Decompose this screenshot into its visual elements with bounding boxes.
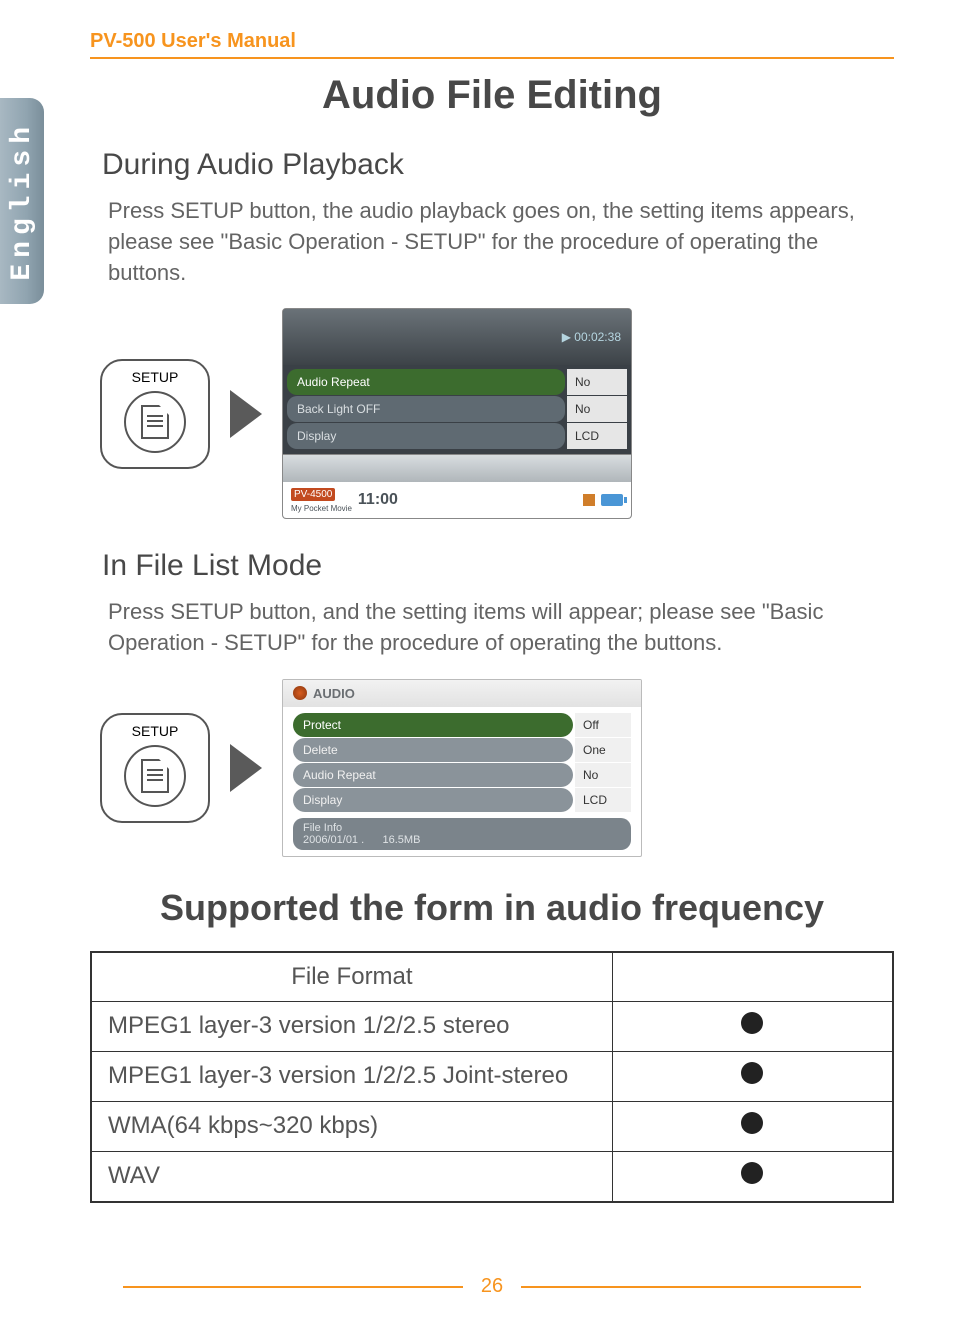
document-icon <box>141 405 169 439</box>
format-name: WAV <box>91 1151 612 1202</box>
table-row: MPEG1 layer-3 version 1/2/2.5 stereo <box>91 1001 893 1051</box>
screenshot-topbar: ▶ 00:02:38 <box>283 309 631 365</box>
section1-figure: SETUP ▶ 00:02:38 Audio Repeat No Back Li… <box>100 308 894 519</box>
menu-value: Off <box>575 713 631 737</box>
table-header: File Format <box>91 952 612 1002</box>
tab-label: AUDIO <box>313 686 355 701</box>
menu-row: Audio Repeat No <box>293 763 631 787</box>
menu-label: Protect <box>293 713 573 737</box>
main-content: PV-500 User's Manual Audio File Editing … <box>90 30 894 1203</box>
dot-icon <box>741 1062 763 1084</box>
manual-header: PV-500 User's Manual <box>90 30 894 59</box>
page-title: Audio File Editing <box>90 73 894 118</box>
setup-button-label: SETUP <box>132 723 179 739</box>
menu-row: Back Light OFF No <box>287 396 627 422</box>
file-info-box: File Info 2006/01/01 . 16.5MB <box>293 818 631 850</box>
file-info-title: File Info <box>303 822 621 834</box>
screenshot-menu: Protect Off Delete One Audio Repeat No D… <box>283 707 641 856</box>
section1-heading: During Audio Playback <box>102 148 894 182</box>
format-table: File Format MPEG1 layer-3 version 1/2/2.… <box>90 951 894 1203</box>
section2-heading: In File List Mode <box>102 549 894 583</box>
menu-value: No <box>575 763 631 787</box>
menu-value: No <box>567 396 627 422</box>
battery-icon <box>601 494 623 506</box>
setup-button-illustration: SETUP <box>100 713 210 823</box>
menu-label: Audio Repeat <box>293 763 573 787</box>
format-supported <box>612 1051 893 1101</box>
brand-badge: PV-4500 <box>291 488 335 501</box>
section2-body: Press SETUP button, and the setting item… <box>108 597 894 659</box>
menu-row: Audio Repeat No <box>287 369 627 395</box>
table-header-empty <box>612 952 893 1002</box>
menu-label: Audio Repeat <box>287 369 565 395</box>
section1-body: Press SETUP button, the audio playback g… <box>108 196 894 288</box>
file-info-size: 16.5MB <box>383 834 421 846</box>
table-row: MPEG1 layer-3 version 1/2/2.5 Joint-ster… <box>91 1051 893 1101</box>
timestamp: ▶ 00:02:38 <box>562 330 621 344</box>
menu-label: Back Light OFF <box>287 396 565 422</box>
table-row: WAV <box>91 1151 893 1202</box>
audio-icon <box>293 686 307 700</box>
setup-button-illustration: SETUP <box>100 359 210 469</box>
table-row: WMA(64 kbps~320 kbps) <box>91 1101 893 1151</box>
section2-figure: SETUP AUDIO Protect Off Delete One <box>100 679 894 857</box>
setup-button-circle <box>124 745 186 807</box>
language-tab: English <box>0 98 44 304</box>
arrow-icon <box>230 390 262 438</box>
format-supported <box>612 1101 893 1151</box>
menu-value: One <box>575 738 631 762</box>
brand-sub: My Pocket Movie <box>291 504 352 513</box>
footer-time: 11:00 <box>358 491 398 509</box>
progress-bar <box>283 454 631 482</box>
page-footer: 26 <box>90 1275 894 1298</box>
file-info-date: 2006/01/01 . <box>303 834 364 846</box>
dot-icon <box>741 1162 763 1184</box>
format-name: WMA(64 kbps~320 kbps) <box>91 1101 612 1151</box>
status-icon <box>583 494 595 506</box>
format-name: MPEG1 layer-3 version 1/2/2.5 Joint-ster… <box>91 1051 612 1101</box>
table-row: File Format <box>91 952 893 1002</box>
format-supported <box>612 1151 893 1202</box>
menu-label: Display <box>287 423 565 449</box>
menu-value: No <box>567 369 627 395</box>
menu-label: Delete <box>293 738 573 762</box>
dot-icon <box>741 1112 763 1134</box>
menu-value: LCD <box>567 423 627 449</box>
screenshot-menu: Audio Repeat No Back Light OFF No Displa… <box>283 365 631 454</box>
page-number: 26 <box>481 1275 503 1297</box>
menu-row: Protect Off <box>293 713 631 737</box>
screenshot-tab-header: AUDIO <box>283 680 641 707</box>
format-supported <box>612 1001 893 1051</box>
setup-button-label: SETUP <box>132 369 179 385</box>
language-label: English <box>7 121 38 281</box>
filelist-screenshot: AUDIO Protect Off Delete One Audio Repea… <box>282 679 642 857</box>
dot-icon <box>741 1012 763 1034</box>
arrow-icon <box>230 744 262 792</box>
format-name: MPEG1 layer-3 version 1/2/2.5 stereo <box>91 1001 612 1051</box>
menu-row: Display LCD <box>287 423 627 449</box>
menu-row: Display LCD <box>293 788 631 812</box>
supported-formats-title: Supported the form in audio frequency <box>90 887 894 929</box>
menu-row: Delete One <box>293 738 631 762</box>
playback-screenshot: ▶ 00:02:38 Audio Repeat No Back Light OF… <box>282 308 632 519</box>
menu-value: LCD <box>575 788 631 812</box>
screenshot-footer: PV-4500 My Pocket Movie 11:00 <box>283 482 631 518</box>
menu-label: Display <box>293 788 573 812</box>
setup-button-circle <box>124 391 186 453</box>
document-icon <box>141 759 169 793</box>
